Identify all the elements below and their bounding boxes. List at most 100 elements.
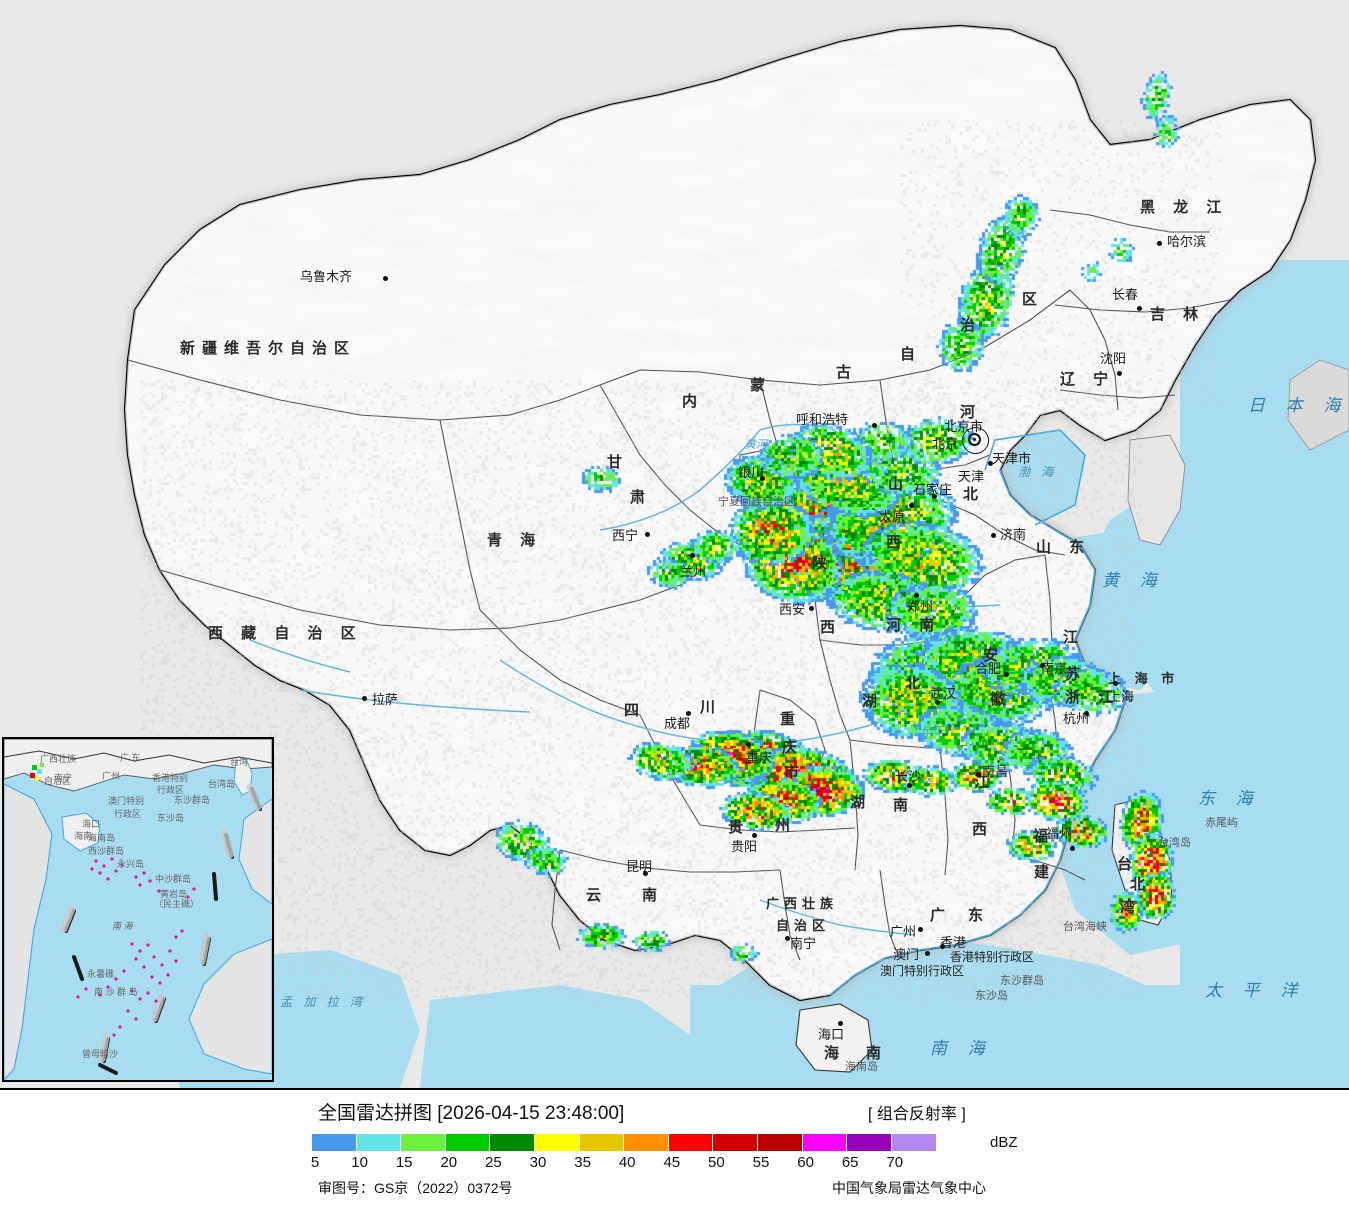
island-label-1: 赤尾屿 — [1205, 817, 1238, 829]
sea-label-2: 东 海 — [1198, 789, 1261, 808]
city-label-19: 重庆 — [746, 750, 773, 765]
city-label-22: 武汉 — [930, 686, 957, 701]
province-label-12: 吉 林 — [1150, 306, 1206, 323]
province-label-34: 西 — [972, 821, 995, 838]
colorbar-tick-60: 60 — [797, 1154, 814, 1171]
city-label-6: 天津 — [958, 469, 985, 484]
inset-label-4: 广州 — [102, 771, 121, 781]
city-dot-12 — [914, 593, 919, 598]
city-label-2: 长春 — [1112, 287, 1139, 302]
organization-credit: 中国气象局雷达气象中心 — [832, 1180, 986, 1196]
city-label-14: 西宁 — [612, 528, 639, 543]
inset-label-14: 海南 — [74, 831, 93, 841]
city-dot-28 — [1084, 711, 1089, 716]
city-dot-13 — [760, 476, 765, 481]
inset-label-0: 广西壮族 — [40, 754, 77, 764]
capital-marker-ring — [962, 427, 989, 454]
province-label-28: 浙 江 — [1065, 689, 1121, 706]
province-label-16: 山 — [888, 476, 911, 493]
inset-label-23: 南 沙 群 岛 — [94, 987, 138, 997]
south-china-sea-inset-map[interactable]: 广西壮族 自治区广 东南宁 广州 香港特别 行政区 澳门特别 行政区 台湾 台湾岛 东沙群岛 东沙岛… — [2, 737, 274, 1082]
city-label-34: 澳门 — [893, 947, 920, 962]
colorbar-swatch-40 — [624, 1134, 669, 1151]
sea-label-6: 孟 加 拉 湾 — [280, 995, 367, 1009]
province-label-29: 湖 — [862, 693, 885, 710]
city-dot-32 — [838, 1021, 843, 1026]
province-label-6: 蒙 — [750, 377, 773, 394]
inset-label-13: 海口 — [82, 819, 101, 829]
island-label-4: 东沙岛 — [975, 990, 1008, 1002]
inset-label-7: 澳门特别 — [108, 796, 145, 806]
map-approval-number: 审图号：GS京（2022）0372号 — [318, 1180, 513, 1196]
city-label-4: 北京 — [932, 436, 959, 451]
city-dot-31 — [785, 936, 790, 941]
city-dot-9 — [991, 533, 996, 538]
city-dot-19 — [746, 742, 751, 747]
city-dot-34 — [925, 951, 930, 956]
city-dot-33 — [940, 944, 945, 949]
city-label-16: 呼和浩特 — [796, 412, 849, 427]
inset-label-10: 台湾岛 — [208, 779, 236, 789]
province-label-13: 辽 宁 — [1060, 371, 1116, 388]
city-label-13: 银川 — [738, 465, 765, 480]
province-label-32: 南 — [893, 797, 916, 814]
city-label-1: 哈尔滨 — [1167, 234, 1207, 249]
city-dot-18 — [686, 711, 691, 716]
city-label-9: 济南 — [1000, 527, 1027, 542]
colorbar-swatch-10 — [356, 1134, 402, 1151]
dbz-colorbar — [312, 1134, 937, 1151]
island-label-3: 东沙群岛 — [1000, 975, 1044, 987]
colorbar-swatch-35 — [579, 1134, 625, 1151]
province-label-17: 西 — [886, 534, 909, 551]
colorbar-tick-labels: 5 10 15 20 25 30 35 40 45 50 55 60 65 70 — [311, 1154, 992, 1174]
inset-label-6: 行政区 — [157, 785, 185, 795]
colorbar-swatch-25 — [490, 1134, 535, 1151]
province-label-36: 建 — [1034, 864, 1057, 881]
province-label-2: 青 海 — [487, 532, 543, 549]
province-label-49: 东 — [968, 907, 991, 924]
inset-label-21: 南 海 — [112, 921, 133, 931]
province-label-11: 黑 龙 江 — [1140, 199, 1229, 216]
river-label-1: 黄河 — [745, 439, 767, 451]
city-dot-8 — [932, 494, 937, 499]
city-label-28: 杭州 — [1063, 711, 1090, 726]
inset-label-16: 西沙群岛 — [88, 846, 125, 856]
inset-label-20: （民主礁） — [154, 899, 200, 909]
province-label-1: 西 藏 自 治 区 — [208, 625, 363, 642]
city-dot-0 — [383, 276, 388, 281]
province-label-22: 河 南 — [886, 617, 942, 634]
city-label-12: 郑州 — [907, 599, 934, 614]
province-label-4: 肃 — [630, 489, 653, 506]
province-label-39: 重 — [780, 711, 803, 728]
province-label-24: 徽 — [990, 691, 1013, 708]
city-dot-10 — [909, 503, 914, 508]
inset-label-18: 中沙群岛 — [155, 874, 192, 884]
colorbar-unit-label: dBZ — [990, 1134, 1018, 1151]
colorbar-tick-50: 50 — [708, 1154, 725, 1171]
city-dot-30 — [918, 927, 923, 932]
province-label-42: 贵 — [728, 819, 751, 836]
province-label-18: 山 东 — [1036, 539, 1092, 556]
province-label-10: 区 — [1022, 291, 1045, 308]
city-dot-26 — [1040, 663, 1045, 668]
sea-label-5: 渤 海 — [1018, 465, 1058, 479]
inset-label-5: 香港特别 — [152, 773, 189, 783]
sea-label-4: 南 海 — [930, 1039, 993, 1058]
city-label-33: 香港 — [940, 935, 967, 950]
city-label-3: 沈阳 — [1100, 351, 1127, 366]
colorbar-tick-35: 35 — [574, 1154, 591, 1171]
city-dot-16 — [872, 423, 877, 428]
colorbar-swatch-45 — [668, 1134, 714, 1151]
city-label-15: 兰州 — [680, 564, 707, 579]
province-label-7: 古 — [836, 364, 859, 381]
city-label-29: 福州 — [1046, 826, 1073, 841]
legend-title: 全国雷达拼图 [2026-04-15 23:48:00] — [318, 1103, 625, 1124]
river-label-0: 长江 — [920, 725, 942, 737]
city-dot-6 — [988, 461, 993, 466]
colorbar-swatch-60 — [802, 1134, 848, 1151]
island-label-5: 台湾海峡 — [1063, 921, 1107, 933]
sar-label-0: 香港特别行政区 — [950, 950, 1035, 964]
map-area[interactable]: 新疆维吾尔自治区西 藏 自 治 区青 海甘肃内蒙古自治区黑 龙 江吉 林辽 宁河… — [0, 0, 1349, 1088]
province-label-46: 广西壮族 — [766, 896, 839, 911]
